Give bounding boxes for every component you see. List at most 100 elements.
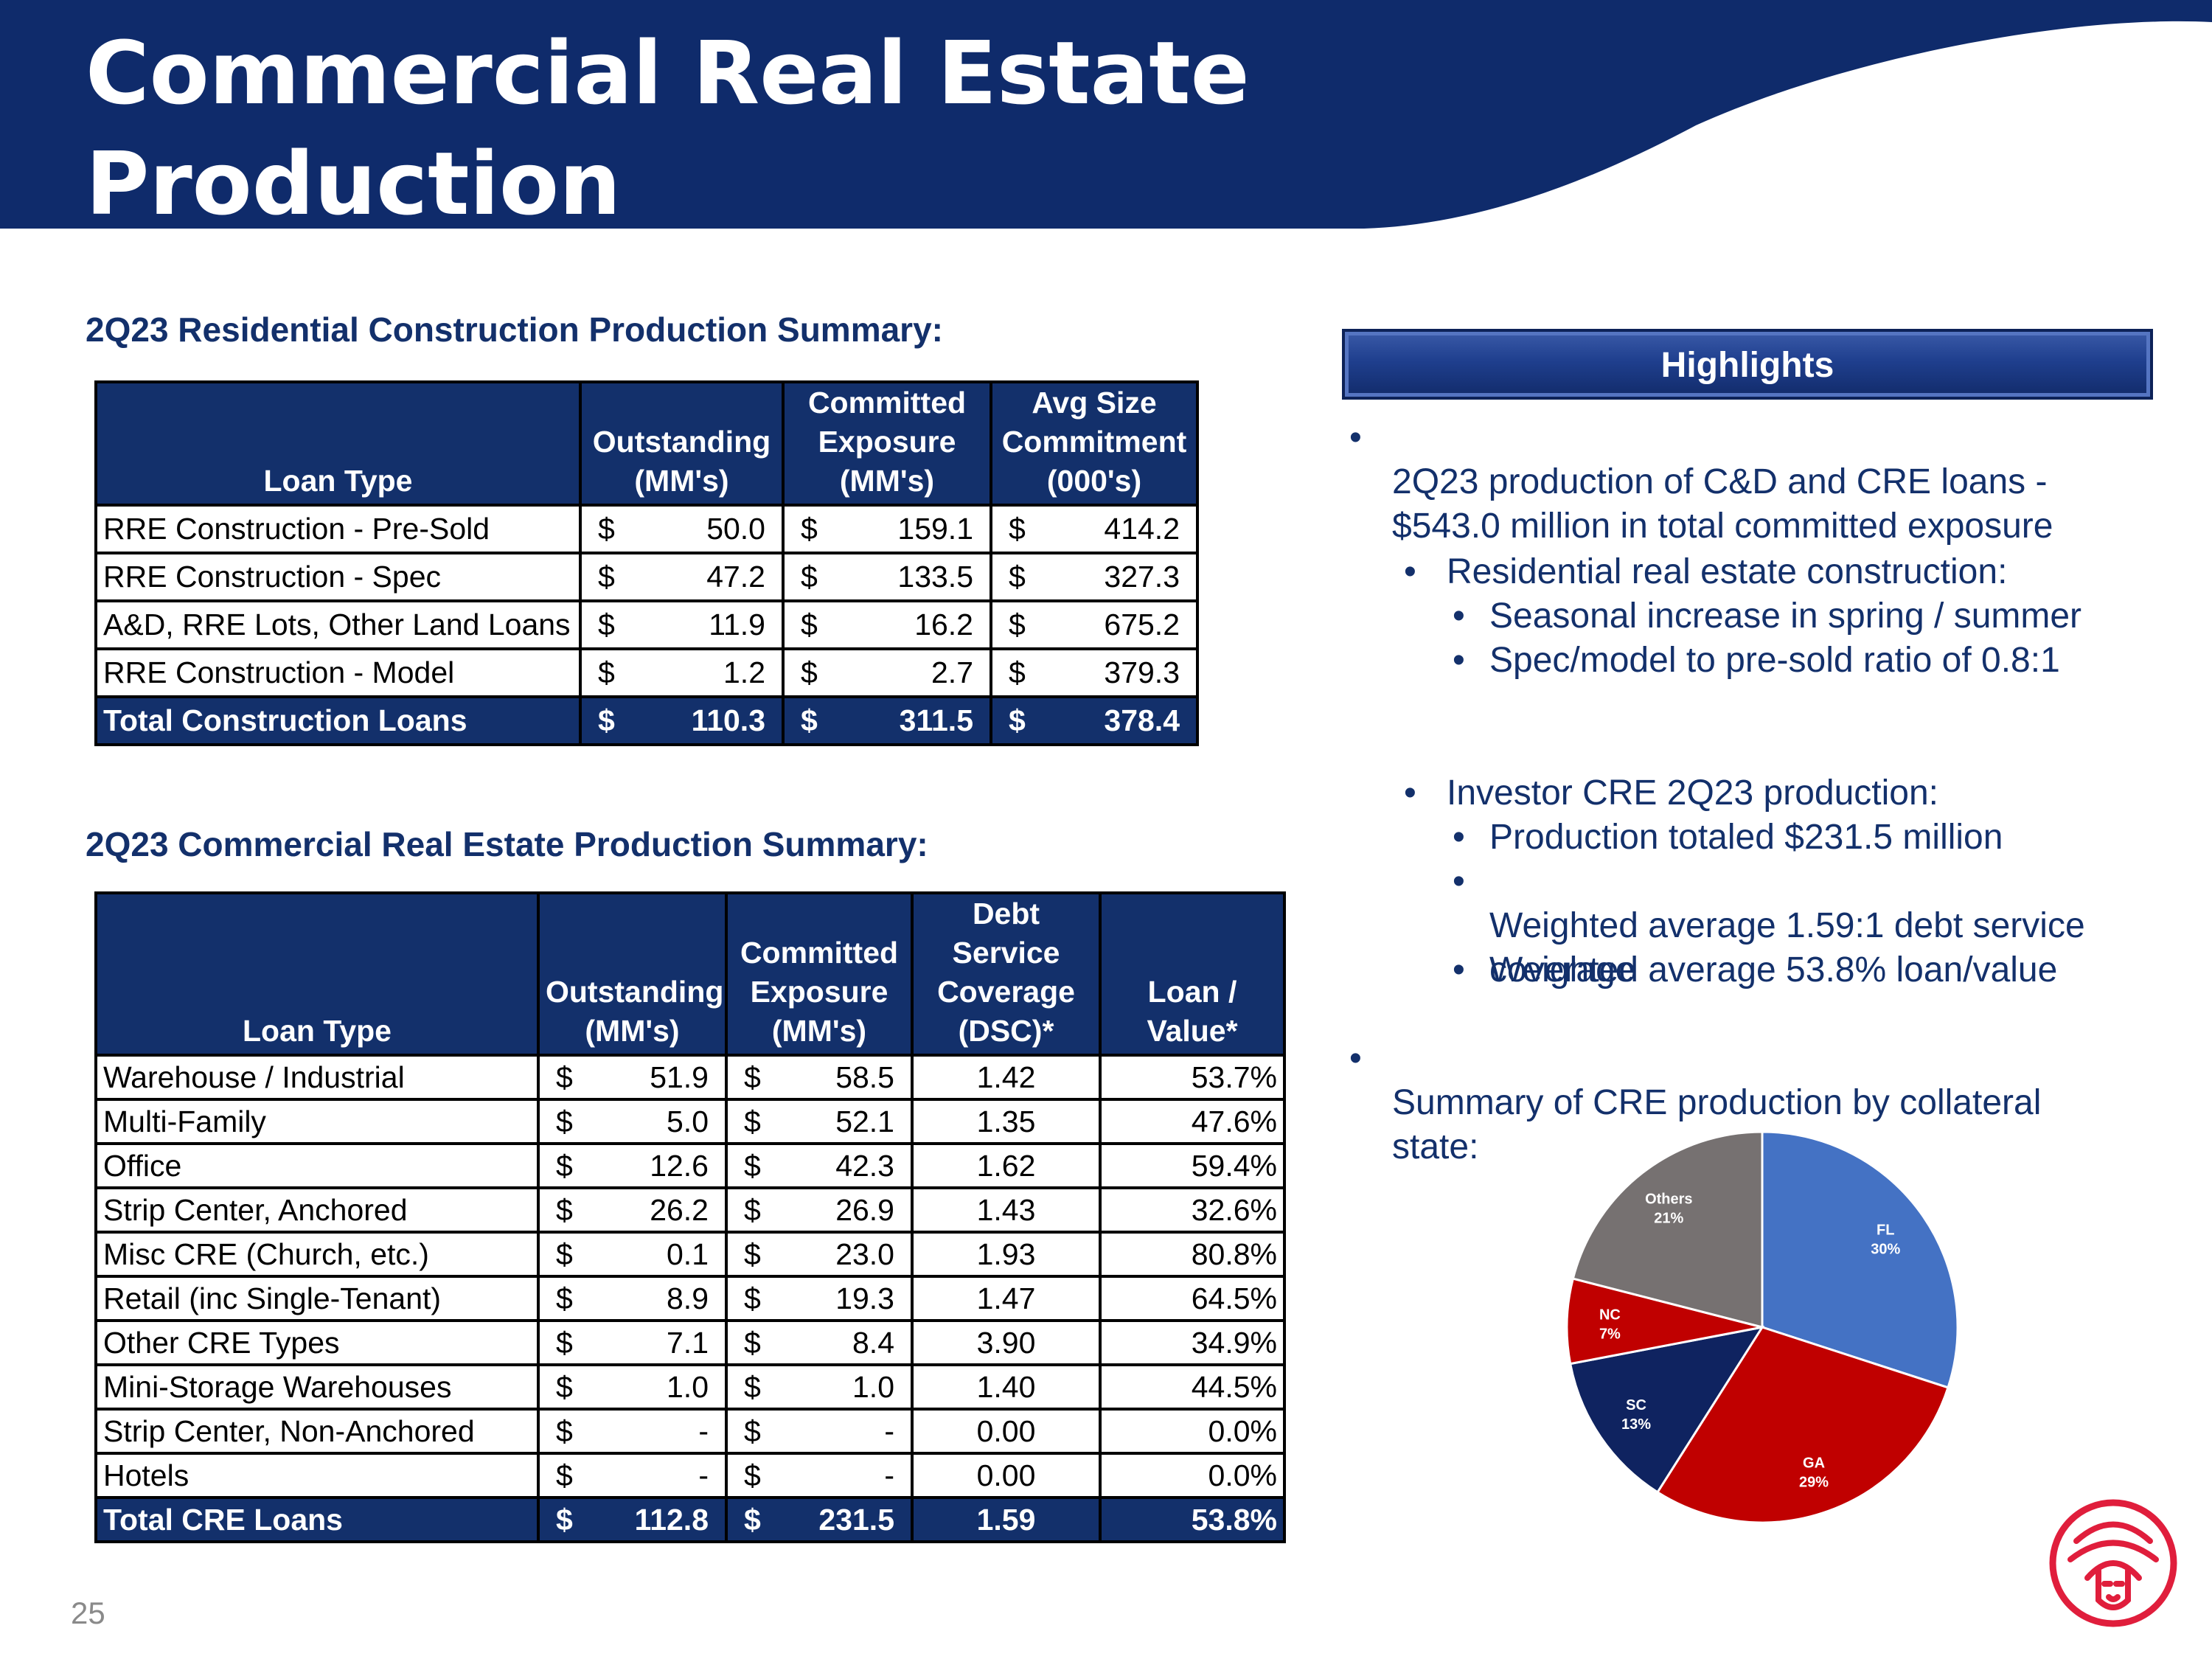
header-band <box>0 0 2212 229</box>
pie-label-name: Others <box>1645 1192 1692 1208</box>
total-row: Total Construction Loans $110.3 $311.5 $378… <box>94 695 1199 746</box>
table-row: RRE Construction - Model $1.2 $2.7 $379.3 <box>94 647 1199 698</box>
outstanding-cell: $12.6 <box>537 1142 728 1189</box>
committed-cell: $ - <box>725 1452 914 1499</box>
loan-type-cell: RRE Construction - Pre-Sold <box>94 504 582 554</box>
pie-label-name: NC <box>1599 1307 1621 1324</box>
pie-label-percent: 7% <box>1599 1326 1621 1343</box>
dsc-cell: 1.62 <box>911 1142 1102 1189</box>
pie-label-name: SC <box>1626 1397 1646 1413</box>
dsc-cell: 1.42 <box>911 1054 1102 1101</box>
col-header-outstanding: Outstanding (MM's) <box>579 380 785 507</box>
table-row: Warehouse / Industrial $51.9 $58.5 1.42 53.7… <box>94 1054 1286 1101</box>
pie-label-sc: SC 13% <box>1621 1397 1651 1433</box>
pie-label-ga: GA 29% <box>1799 1455 1829 1490</box>
outstanding-cell: $51.9 <box>537 1054 728 1101</box>
committed-cell: $16.2 <box>782 599 992 650</box>
highlights-title: Highlights <box>1660 346 1834 385</box>
dsc-cell: 1.43 <box>911 1186 1102 1234</box>
outstanding-cell: $0.1 <box>537 1231 728 1278</box>
committed-cell: $1.0 <box>725 1363 914 1411</box>
col-header-loan-type: Loan Type <box>94 891 540 1057</box>
pie-label-others: Others 21% <box>1645 1192 1692 1227</box>
table-row: Retail (inc Single-Tenant) $8.9 $19.3 1.47 6… <box>94 1275 1286 1322</box>
highlight-bullet-collateral-state: • Summary of CRE production by collateral… <box>1349 1039 2042 1166</box>
committed-cell: $8.4 <box>725 1319 914 1366</box>
committed-cell: $19.3 <box>725 1275 914 1322</box>
lion-logo-icon <box>2049 1499 2177 1627</box>
committed-cell: $311.5 <box>782 695 992 746</box>
ltv-cell: 32.6% <box>1099 1186 1286 1234</box>
table-row: Misc CRE (Church, etc.) $0.1 $23.0 1.93 80.8… <box>94 1231 1286 1278</box>
outstanding-cell: $26.2 <box>537 1186 728 1234</box>
outstanding-cell: $110.3 <box>579 695 785 746</box>
table-row: RRE Construction - Spec $47.2 $133.5 $327.3 <box>94 552 1199 602</box>
cre-heading: 2Q23 Commercial Real Estate Production S… <box>86 825 928 863</box>
cre-table: Loan Type Outstanding (MM's) Committed E… <box>94 891 1286 1543</box>
dsc-cell: 1.35 <box>911 1098 1102 1145</box>
table-row: Strip Center, Non-Anchored $ - $ -0.00 0.0% <box>94 1408 1286 1455</box>
outstanding-cell: $1.0 <box>537 1363 728 1411</box>
outstanding-cell: $5.0 <box>537 1098 728 1145</box>
loan-type-cell: RRE Construction - Model <box>94 647 582 698</box>
pie-slice-ga <box>1655 1326 1950 1524</box>
committed-cell: $26.9 <box>725 1186 914 1234</box>
pie-label-percent: 13% <box>1621 1416 1651 1433</box>
dsc-cell: 1.47 <box>911 1275 1102 1322</box>
highlight-subbullet-production-total: • Production totaled $231.5 million <box>1453 818 2003 857</box>
ltv-cell: 34.9% <box>1099 1319 1286 1366</box>
highlight-subbullet-ltv: • Weighted average 53.8% loan/value <box>1453 950 2058 990</box>
total-row: Total CRE Loans $112.8 $231.5 1.59 53.8% <box>94 1496 1286 1543</box>
page-title: Commercial Real Estate Production <box>86 22 1250 234</box>
pie-label-percent: 30% <box>1871 1242 1900 1258</box>
avg-size-cell: $327.3 <box>990 552 1199 602</box>
pie-slice-sc <box>1568 1325 1765 1494</box>
loan-type-cell: Other CRE Types <box>94 1319 540 1366</box>
highlight-bullet-production: • 2Q23 production of C&D and CRE loans - … <box>1349 418 2053 546</box>
pie-label-fl: FL 30% <box>1871 1222 1900 1258</box>
ltv-cell: 44.5% <box>1099 1363 1286 1411</box>
dsc-cell: 1.40 <box>911 1363 1102 1411</box>
table-row: Office $12.6 $42.3 1.62 59.4% <box>94 1142 1286 1189</box>
table-header-row: Loan Type Outstanding (MM's) Committed E… <box>94 891 1286 1057</box>
loan-type-cell: Total Construction Loans <box>94 695 582 746</box>
committed-cell: $159.1 <box>782 504 992 554</box>
ltv-cell: 53.7% <box>1099 1054 1286 1101</box>
committed-cell: $ - <box>725 1408 914 1455</box>
outstanding-cell: $1.2 <box>579 647 785 698</box>
ltv-cell: 59.4% <box>1099 1142 1286 1189</box>
avg-size-cell: $414.2 <box>990 504 1199 554</box>
committed-cell: $2.7 <box>782 647 992 698</box>
loan-type-cell: Misc CRE (Church, etc.) <box>94 1231 540 1278</box>
outstanding-cell: $47.2 <box>579 552 785 602</box>
outstanding-cell: $50.0 <box>579 504 785 554</box>
highlight-subbullet-seasonal: • Seasonal increase in spring / summer <box>1453 597 2082 636</box>
pie-slice-nc <box>1565 1277 1763 1366</box>
committed-cell: $231.5 <box>725 1496 914 1543</box>
residential-heading: 2Q23 Residential Construction Production… <box>86 310 943 349</box>
avg-size-cell: $675.2 <box>990 599 1199 650</box>
table-row: A&D, RRE Lots, Other Land Loans $11.9 $16.… <box>94 599 1199 650</box>
col-header-committed: Committed Exposure (MM's) <box>782 380 992 507</box>
dsc-cell: 0.00 <box>911 1452 1102 1499</box>
pie-label-name: GA <box>1803 1455 1825 1471</box>
committed-cell: $58.5 <box>725 1054 914 1101</box>
col-header-outstanding: Outstanding (MM's) <box>537 891 728 1057</box>
highlight-subbullet-spec-ratio: • Spec/model to pre-sold ratio of 0.8:1 <box>1453 641 2060 680</box>
table-header-row: Loan Type Outstanding (MM's) Committed E… <box>94 380 1199 507</box>
dsc-cell: 1.93 <box>911 1231 1102 1278</box>
committed-cell: $133.5 <box>782 552 992 602</box>
avg-size-cell: $378.4 <box>990 695 1199 746</box>
highlights-banner: Highlights <box>1342 329 2153 400</box>
loan-type-cell: RRE Construction - Spec <box>94 552 582 602</box>
outstanding-cell: $7.1 <box>537 1319 728 1366</box>
pie-label-name: FL <box>1877 1222 1894 1239</box>
loan-type-cell: Office <box>94 1142 540 1189</box>
table-row: Hotels $ - $ -0.00 0.0% <box>94 1452 1286 1499</box>
col-header-ltv: Loan / Value* <box>1099 891 1286 1057</box>
ltv-cell: 0.0% <box>1099 1452 1286 1499</box>
loan-type-cell: Retail (inc Single-Tenant) <box>94 1275 540 1322</box>
loan-type-cell: Mini-Storage Warehouses <box>94 1363 540 1411</box>
dsc-cell: 3.90 <box>911 1319 1102 1366</box>
highlight-bullet-residential: • Residential real estate construction: <box>1404 552 2008 591</box>
